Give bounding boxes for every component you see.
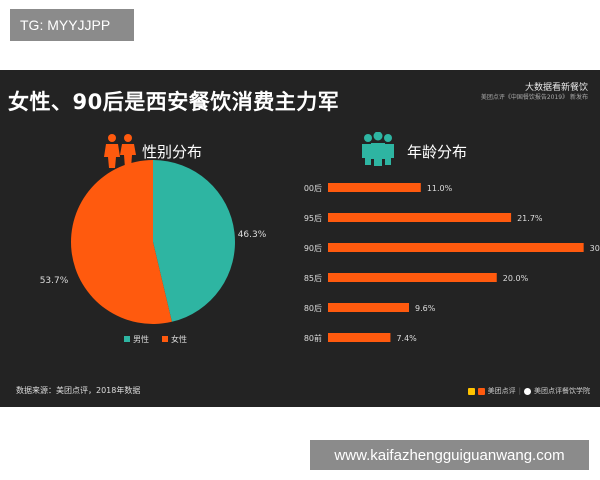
footer-logo-label: 美团点评 xyxy=(487,387,516,395)
legend-label: 女性 xyxy=(171,334,187,344)
age-bar xyxy=(328,303,409,312)
pie-value-label: 53.7% xyxy=(40,276,69,286)
data-source: 数据来源：美团点评，2018年数据 xyxy=(16,386,141,395)
pie-slice xyxy=(153,160,235,322)
watermark-bottom: www.kaifazhengguiguanwang.com xyxy=(310,440,589,470)
age-bar xyxy=(328,333,391,342)
legend-label: 男性 xyxy=(133,334,149,344)
footer-logos: 美团点评 | 美团点评餐饮学院 xyxy=(467,386,590,396)
pie-value-label: 46.3% xyxy=(238,230,267,240)
gender-section-title: 性别分布 xyxy=(142,143,203,161)
age-category-label: 80后 xyxy=(304,303,322,313)
age-category-label: 95后 xyxy=(304,213,322,223)
age-value-label: 9.6% xyxy=(415,304,436,313)
dianping-logo-icon xyxy=(477,387,485,395)
pie-slice xyxy=(71,160,172,324)
infographic-panel: 女性、90后是西安餐饮消费主力军 大数据看新餐饮 美团点评《中国餐饮报告2019… xyxy=(0,70,600,407)
age-category-label: 00后 xyxy=(304,183,322,193)
age-section-title: 年龄分布 xyxy=(407,143,468,161)
age-value-label: 7.4% xyxy=(396,334,417,343)
gender-pie-chart: 46.3% 53.7% 男性 女性 xyxy=(40,160,267,344)
couple-icon xyxy=(104,134,136,168)
age-category-label: 90后 xyxy=(304,243,322,253)
age-value-label: 20.0% xyxy=(503,274,529,283)
age-bar xyxy=(328,243,584,252)
age-category-label: 85后 xyxy=(304,273,322,283)
age-category-label: 80前 xyxy=(304,333,322,343)
legend-swatch xyxy=(124,336,130,342)
age-value-label: 21.7% xyxy=(517,214,543,223)
footer-logo-label: 美团点评餐饮学院 xyxy=(534,387,590,395)
legend-swatch xyxy=(162,336,168,342)
page-title: 女性、90后是西安餐饮消费主力军 xyxy=(8,90,340,114)
watermark-top: TG: MYYJJPP xyxy=(10,9,134,41)
age-bar xyxy=(328,273,497,282)
meituan-logo-icon xyxy=(467,387,475,395)
age-bar xyxy=(328,183,421,192)
age-bar-chart: 00后 11.0% 95后 21.7% 90后 30.3% 85后 20.0% 80后 9.6% 8… xyxy=(304,183,600,343)
group-icon xyxy=(362,132,394,166)
age-bar xyxy=(328,213,512,222)
brand-title: 大数据看新餐饮 xyxy=(524,83,588,93)
brand-subtitle: 美团点评《中国餐饮报告2019》 新发布 xyxy=(480,94,588,101)
academy-logo-icon xyxy=(524,387,531,395)
age-value-label: 30.3% xyxy=(590,244,600,253)
age-value-label: 11.0% xyxy=(427,184,453,193)
